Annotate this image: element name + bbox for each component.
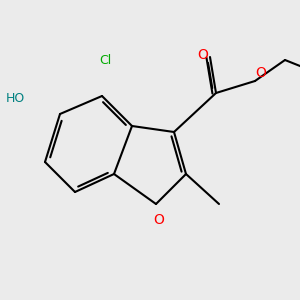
Text: O: O	[197, 49, 208, 62]
Text: O: O	[154, 214, 164, 227]
Text: HO: HO	[5, 92, 25, 106]
Text: Cl: Cl	[99, 53, 111, 67]
Text: O: O	[256, 67, 266, 80]
